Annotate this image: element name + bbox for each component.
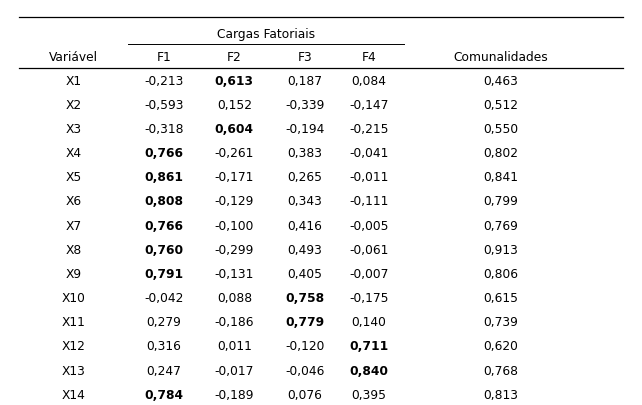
Text: 0,247: 0,247 (146, 364, 181, 377)
Text: X10: X10 (62, 291, 86, 305)
Text: X2: X2 (65, 98, 82, 112)
Text: 0,766: 0,766 (144, 219, 183, 232)
Text: 0,913: 0,913 (483, 243, 518, 256)
Text: -0,215: -0,215 (349, 123, 389, 136)
Text: -0,046: -0,046 (285, 364, 325, 377)
Text: F3: F3 (298, 51, 312, 64)
Text: 0,802: 0,802 (483, 147, 518, 160)
Text: 0,152: 0,152 (217, 98, 252, 112)
Text: -0,299: -0,299 (214, 243, 254, 256)
Text: 0,512: 0,512 (483, 98, 518, 112)
Text: 0,316: 0,316 (146, 339, 181, 353)
Text: X5: X5 (65, 171, 82, 184)
Text: 0,799: 0,799 (483, 195, 518, 208)
Text: 0,841: 0,841 (483, 171, 518, 184)
Text: -0,042: -0,042 (144, 291, 184, 305)
Text: 0,076: 0,076 (288, 388, 322, 401)
Text: F4: F4 (362, 51, 376, 64)
Text: 0,604: 0,604 (215, 123, 254, 136)
Text: 0,768: 0,768 (483, 364, 518, 377)
Text: -0,017: -0,017 (214, 364, 254, 377)
Text: X6: X6 (65, 195, 82, 208)
Text: 0,758: 0,758 (286, 291, 324, 305)
Text: -0,131: -0,131 (214, 267, 254, 280)
Text: -0,111: -0,111 (349, 195, 389, 208)
Text: Cargas Fatoriais: Cargas Fatoriais (218, 28, 315, 41)
Text: -0,100: -0,100 (214, 219, 254, 232)
Text: -0,011: -0,011 (349, 171, 389, 184)
Text: X1: X1 (65, 75, 82, 87)
Text: -0,129: -0,129 (214, 195, 254, 208)
Text: X8: X8 (65, 243, 82, 256)
Text: 0,187: 0,187 (288, 75, 322, 87)
Text: 0,493: 0,493 (288, 243, 322, 256)
Text: 0,265: 0,265 (288, 171, 322, 184)
Text: 0,463: 0,463 (483, 75, 518, 87)
Text: 0,416: 0,416 (288, 219, 322, 232)
Text: -0,186: -0,186 (214, 315, 254, 328)
Text: 0,806: 0,806 (483, 267, 518, 280)
Text: 0,813: 0,813 (483, 388, 518, 401)
Text: -0,120: -0,120 (285, 339, 325, 353)
Text: 0,766: 0,766 (144, 147, 183, 160)
Text: 0,791: 0,791 (144, 267, 183, 280)
Text: 0,861: 0,861 (144, 171, 183, 184)
Text: 0,088: 0,088 (217, 291, 252, 305)
Text: -0,147: -0,147 (349, 98, 389, 112)
Text: F1: F1 (157, 51, 171, 64)
Text: 0,550: 0,550 (483, 123, 518, 136)
Text: 0,769: 0,769 (483, 219, 518, 232)
Text: 0,613: 0,613 (215, 75, 254, 87)
Text: F2: F2 (227, 51, 241, 64)
Text: -0,061: -0,061 (349, 243, 389, 256)
Text: Variável: Variável (49, 51, 98, 64)
Text: -0,194: -0,194 (285, 123, 325, 136)
Text: X7: X7 (65, 219, 82, 232)
Text: -0,005: -0,005 (349, 219, 389, 232)
Text: X3: X3 (65, 123, 82, 136)
Text: -0,175: -0,175 (349, 291, 389, 305)
Text: 0,140: 0,140 (352, 315, 386, 328)
Text: X14: X14 (62, 388, 86, 401)
Text: -0,261: -0,261 (214, 147, 254, 160)
Text: -0,171: -0,171 (214, 171, 254, 184)
Text: -0,007: -0,007 (349, 267, 389, 280)
Text: 0,808: 0,808 (144, 195, 183, 208)
Text: 0,405: 0,405 (288, 267, 322, 280)
Text: 0,279: 0,279 (146, 315, 181, 328)
Text: 0,760: 0,760 (144, 243, 183, 256)
Text: 0,620: 0,620 (483, 339, 518, 353)
Text: -0,593: -0,593 (144, 98, 184, 112)
Text: 0,084: 0,084 (352, 75, 386, 87)
Text: X4: X4 (65, 147, 82, 160)
Text: 0,395: 0,395 (352, 388, 386, 401)
Text: -0,339: -0,339 (285, 98, 325, 112)
Text: X9: X9 (65, 267, 82, 280)
Text: 0,840: 0,840 (350, 364, 388, 377)
Text: -0,318: -0,318 (144, 123, 184, 136)
Text: -0,213: -0,213 (144, 75, 184, 87)
Text: -0,189: -0,189 (214, 388, 254, 401)
Text: X13: X13 (62, 364, 86, 377)
Text: X11: X11 (62, 315, 86, 328)
Text: 0,615: 0,615 (483, 291, 518, 305)
Text: 0,383: 0,383 (288, 147, 322, 160)
Text: X12: X12 (62, 339, 86, 353)
Text: 0,784: 0,784 (144, 388, 183, 401)
Text: 0,343: 0,343 (288, 195, 322, 208)
Text: 0,011: 0,011 (217, 339, 252, 353)
Text: 0,711: 0,711 (349, 339, 389, 353)
Text: 0,739: 0,739 (483, 315, 518, 328)
Text: -0,041: -0,041 (349, 147, 389, 160)
Text: Comunalidades: Comunalidades (453, 51, 548, 64)
Text: 0,779: 0,779 (286, 315, 324, 328)
